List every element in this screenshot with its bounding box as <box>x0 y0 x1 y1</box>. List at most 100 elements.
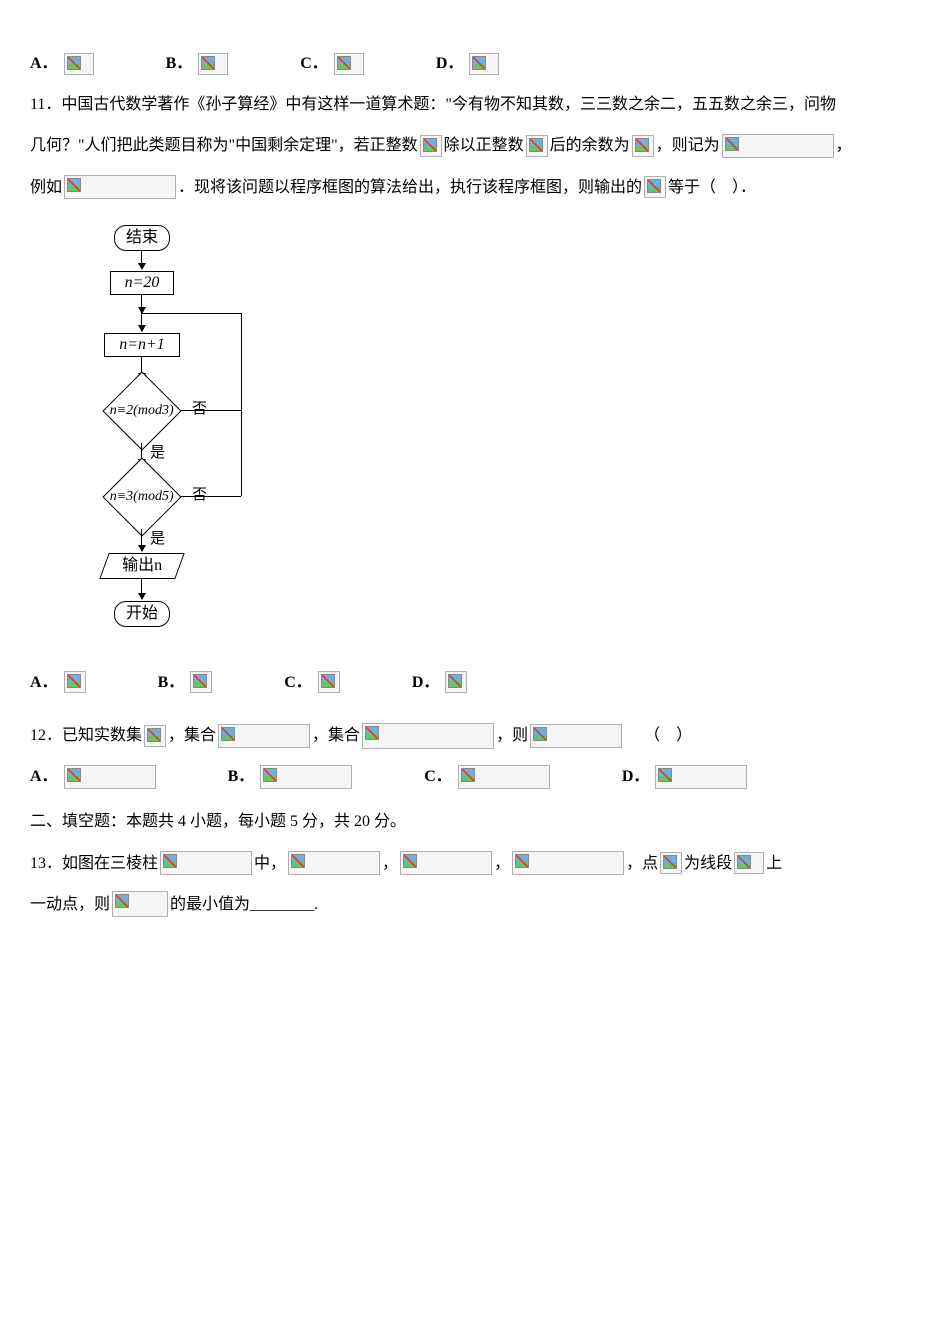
option-label: B． <box>228 759 255 794</box>
q12-option-B[interactable]: B． <box>228 759 355 794</box>
q12-option-D[interactable]: D． <box>622 759 750 794</box>
flow-output: 输出n <box>99 553 184 579</box>
option-label: D． <box>412 665 440 700</box>
q12-option-A[interactable]: A． <box>30 759 158 794</box>
q11-line1: 11． 中国古代数学著作《孙子算经》中有这样一道算术题："今有物不知其数，三三数… <box>30 87 920 122</box>
q12-text: 已知实数集 <box>62 718 142 753</box>
line-icon <box>141 313 241 314</box>
option-label: D． <box>436 46 464 81</box>
q11-line3: 例如 ．现将该问题以程序框图的算法给出，执行该程序框图，则输出的 等于（ ）． <box>30 170 920 205</box>
option-label: C． <box>424 759 452 794</box>
q11-text: 中国古代数学著作《孙子算经》中有这样一道算术题："今有物不知其数，三三数之余二，… <box>61 87 836 122</box>
broken-image-icon <box>64 175 176 199</box>
section2-text: 二、填空题：本题共 4 小题，每小题 5 分，共 20 分。 <box>30 804 406 839</box>
broken-image-icon <box>660 852 682 874</box>
flow-cond2-label: n≡3(mod5) <box>110 481 174 512</box>
q11-number: 11． <box>30 87 61 122</box>
broken-image-icon <box>458 765 550 789</box>
q11-text: ．现将该问题以程序框图的算法给出，执行该程序框图，则输出的 <box>178 170 642 205</box>
q12-option-C[interactable]: C． <box>424 759 552 794</box>
broken-image-icon <box>260 765 352 789</box>
broken-image-icon <box>64 671 86 693</box>
option-label: A． <box>30 665 58 700</box>
option-label: D． <box>622 759 650 794</box>
q13-text: ，点 <box>626 846 658 881</box>
broken-image-icon <box>655 765 747 789</box>
broken-image-icon <box>218 724 310 748</box>
q13-text: 一动点，则 <box>30 887 110 922</box>
broken-image-icon <box>112 891 168 917</box>
broken-image-icon <box>160 851 252 875</box>
q13-text: 为线段 <box>684 846 732 881</box>
flow-cond1-label: n≡2(mod3) <box>110 395 174 426</box>
q10-option-B[interactable]: B． <box>166 46 231 81</box>
line-icon <box>180 410 241 411</box>
broken-image-icon <box>632 135 654 157</box>
q12-text: ，集合 <box>168 718 216 753</box>
q10-options: A． B． C． D． <box>30 46 920 81</box>
section2-title: 二、填空题：本题共 4 小题，每小题 5 分，共 20 分。 <box>30 804 920 839</box>
broken-image-icon <box>318 671 340 693</box>
q11-option-A[interactable]: A． <box>30 665 88 700</box>
flow-end: 结束 <box>114 225 170 251</box>
option-label: C． <box>284 665 312 700</box>
q11-text: 例如 <box>30 170 62 205</box>
flow-yes-label: 是 <box>150 437 165 470</box>
option-label: C． <box>300 46 328 81</box>
line-icon <box>180 496 241 497</box>
broken-image-icon <box>334 53 364 75</box>
broken-image-icon <box>190 671 212 693</box>
option-label: A． <box>30 759 58 794</box>
q10-option-D[interactable]: D． <box>436 46 502 81</box>
q10-option-A[interactable]: A． <box>30 46 96 81</box>
q12-line1: 12． 已知实数集 ，集合 ，集合 ，则 （ ） <box>30 718 920 753</box>
broken-image-icon <box>362 723 494 749</box>
q12-text: ，则 <box>496 718 528 753</box>
q13-line2: 一动点，则 的最小值为________. <box>30 887 920 922</box>
broken-image-icon <box>198 53 228 75</box>
arrow-icon <box>141 295 142 313</box>
broken-image-icon <box>469 53 499 75</box>
q13-text: ， <box>494 846 510 881</box>
q12-text: （ ） <box>644 718 692 753</box>
q11-option-D[interactable]: D． <box>412 665 470 700</box>
flow-inc: n=n+1 <box>104 333 180 357</box>
q13-number: 13． <box>30 846 62 881</box>
flow-cond1: n≡2(mod3) <box>102 371 181 450</box>
broken-image-icon <box>512 851 624 875</box>
q13-text: 上 <box>766 846 782 881</box>
q12-options: A． B． C． D． <box>30 759 920 794</box>
q10-option-C[interactable]: C． <box>300 46 366 81</box>
flow-cond2: n≡3(mod5) <box>102 457 181 536</box>
q11-text: 后的余数为 <box>550 128 630 163</box>
option-label: B． <box>166 46 193 81</box>
q11-text: ， <box>836 128 852 163</box>
q13-line1: 13． 如图在三棱柱 中， ， ， ，点 为线段 上 <box>30 846 920 881</box>
q11-line2: 几何？"人们把此类题目称为"中国剩余定理"，若正整数 除以正整数 后的余数为 ，… <box>30 128 920 163</box>
q11-text: 除以正整数 <box>444 128 524 163</box>
q13-text: 的最小值为________. <box>170 887 318 922</box>
q11-flowchart: 结束 n=20 n=n+1 n≡2(mod3) 否 是 n≡3(mod5) 否 … <box>60 225 280 655</box>
broken-image-icon <box>64 765 156 789</box>
broken-image-icon <box>445 671 467 693</box>
broken-image-icon <box>144 725 166 747</box>
q11-text: 几何？"人们把此类题目称为"中国剩余定理"，若正整数 <box>30 128 418 163</box>
q12-text: ，集合 <box>312 718 360 753</box>
broken-image-icon <box>288 851 380 875</box>
broken-image-icon <box>64 53 94 75</box>
q13-text: 中， <box>254 846 286 881</box>
broken-image-icon <box>722 134 834 158</box>
broken-image-icon <box>526 135 548 157</box>
q11-option-B[interactable]: B． <box>158 665 215 700</box>
option-label: A． <box>30 46 58 81</box>
q12-number: 12． <box>30 718 62 753</box>
flow-start: 开始 <box>114 601 170 627</box>
broken-image-icon <box>400 851 492 875</box>
broken-image-icon <box>530 724 622 748</box>
option-label: B． <box>158 665 185 700</box>
q11-text: 等于（ ）． <box>668 170 756 205</box>
flow-inc-label: n=n+1 <box>119 327 165 362</box>
broken-image-icon <box>420 135 442 157</box>
q11-option-C[interactable]: C． <box>284 665 342 700</box>
broken-image-icon <box>734 852 764 874</box>
